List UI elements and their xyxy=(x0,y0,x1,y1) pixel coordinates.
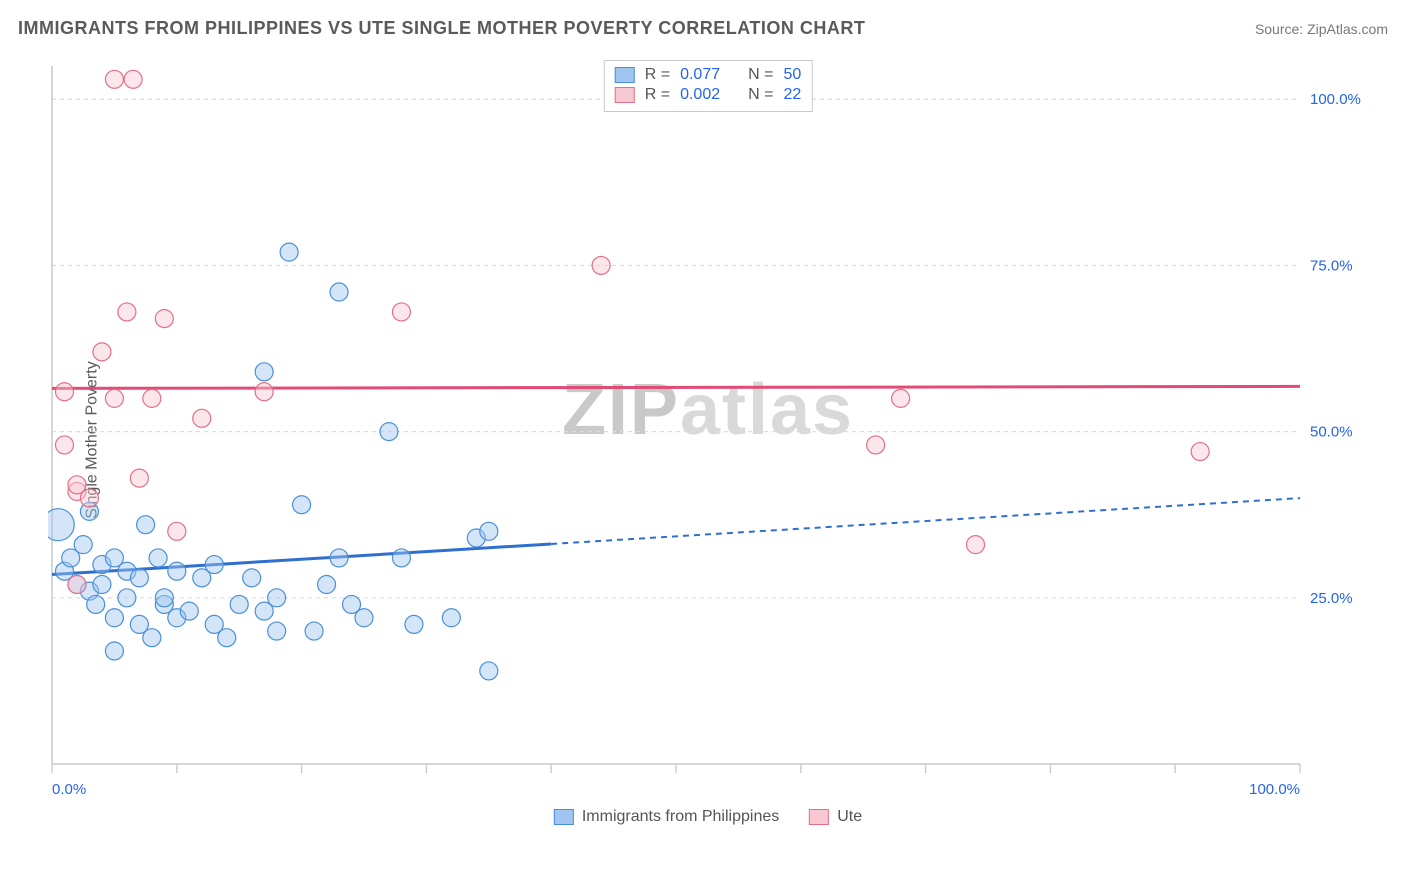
svg-text:100.0%: 100.0% xyxy=(1310,91,1361,108)
chart-title: IMMIGRANTS FROM PHILIPPINES VS UTE SINGL… xyxy=(18,18,865,39)
svg-text:0.0%: 0.0% xyxy=(52,781,86,798)
legend-row-philippines: R = 0.077 N = 50 xyxy=(615,65,802,85)
swatch-ute xyxy=(615,87,635,103)
swatch-philippines-icon xyxy=(554,809,574,825)
plot-svg: 25.0% 50.0% 75.0% 100.0% 0.0% 100.0% xyxy=(48,60,1368,820)
legend-item-philippines: Immigrants from Philippines xyxy=(554,808,779,826)
legend-row-ute: R = 0.002 N = 22 xyxy=(615,85,802,105)
swatch-philippines xyxy=(615,67,635,83)
svg-text:75.0%: 75.0% xyxy=(1310,257,1353,274)
source-label: Source: ZipAtlas.com xyxy=(1255,21,1388,37)
n-value-philippines: 50 xyxy=(783,66,801,84)
n-label: N = xyxy=(748,66,773,84)
svg-text:100.0%: 100.0% xyxy=(1249,781,1300,798)
r-value-ute: 0.002 xyxy=(680,86,720,104)
r-label: R = xyxy=(645,66,670,84)
legend-label-philippines: Immigrants from Philippines xyxy=(582,808,779,826)
legend-series: Immigrants from Philippines Ute xyxy=(554,808,862,826)
title-row: IMMIGRANTS FROM PHILIPPINES VS UTE SINGL… xyxy=(18,18,1388,39)
svg-text:50.0%: 50.0% xyxy=(1310,424,1353,441)
n-label: N = xyxy=(748,86,773,104)
legend-item-ute: Ute xyxy=(809,808,862,826)
r-value-philippines: 0.077 xyxy=(680,66,720,84)
plot-area: Single Mother Poverty ZIPatlas 25.0%50.0… xyxy=(48,60,1368,820)
legend-label-ute: Ute xyxy=(837,808,862,826)
chart-container: IMMIGRANTS FROM PHILIPPINES VS UTE SINGL… xyxy=(0,0,1406,892)
swatch-ute-icon xyxy=(809,809,829,825)
legend-correlation: R = 0.077 N = 50 R = 0.002 N = 22 xyxy=(604,60,813,112)
n-value-ute: 22 xyxy=(783,86,801,104)
svg-text:25.0%: 25.0% xyxy=(1310,590,1353,607)
r-label: R = xyxy=(645,86,670,104)
